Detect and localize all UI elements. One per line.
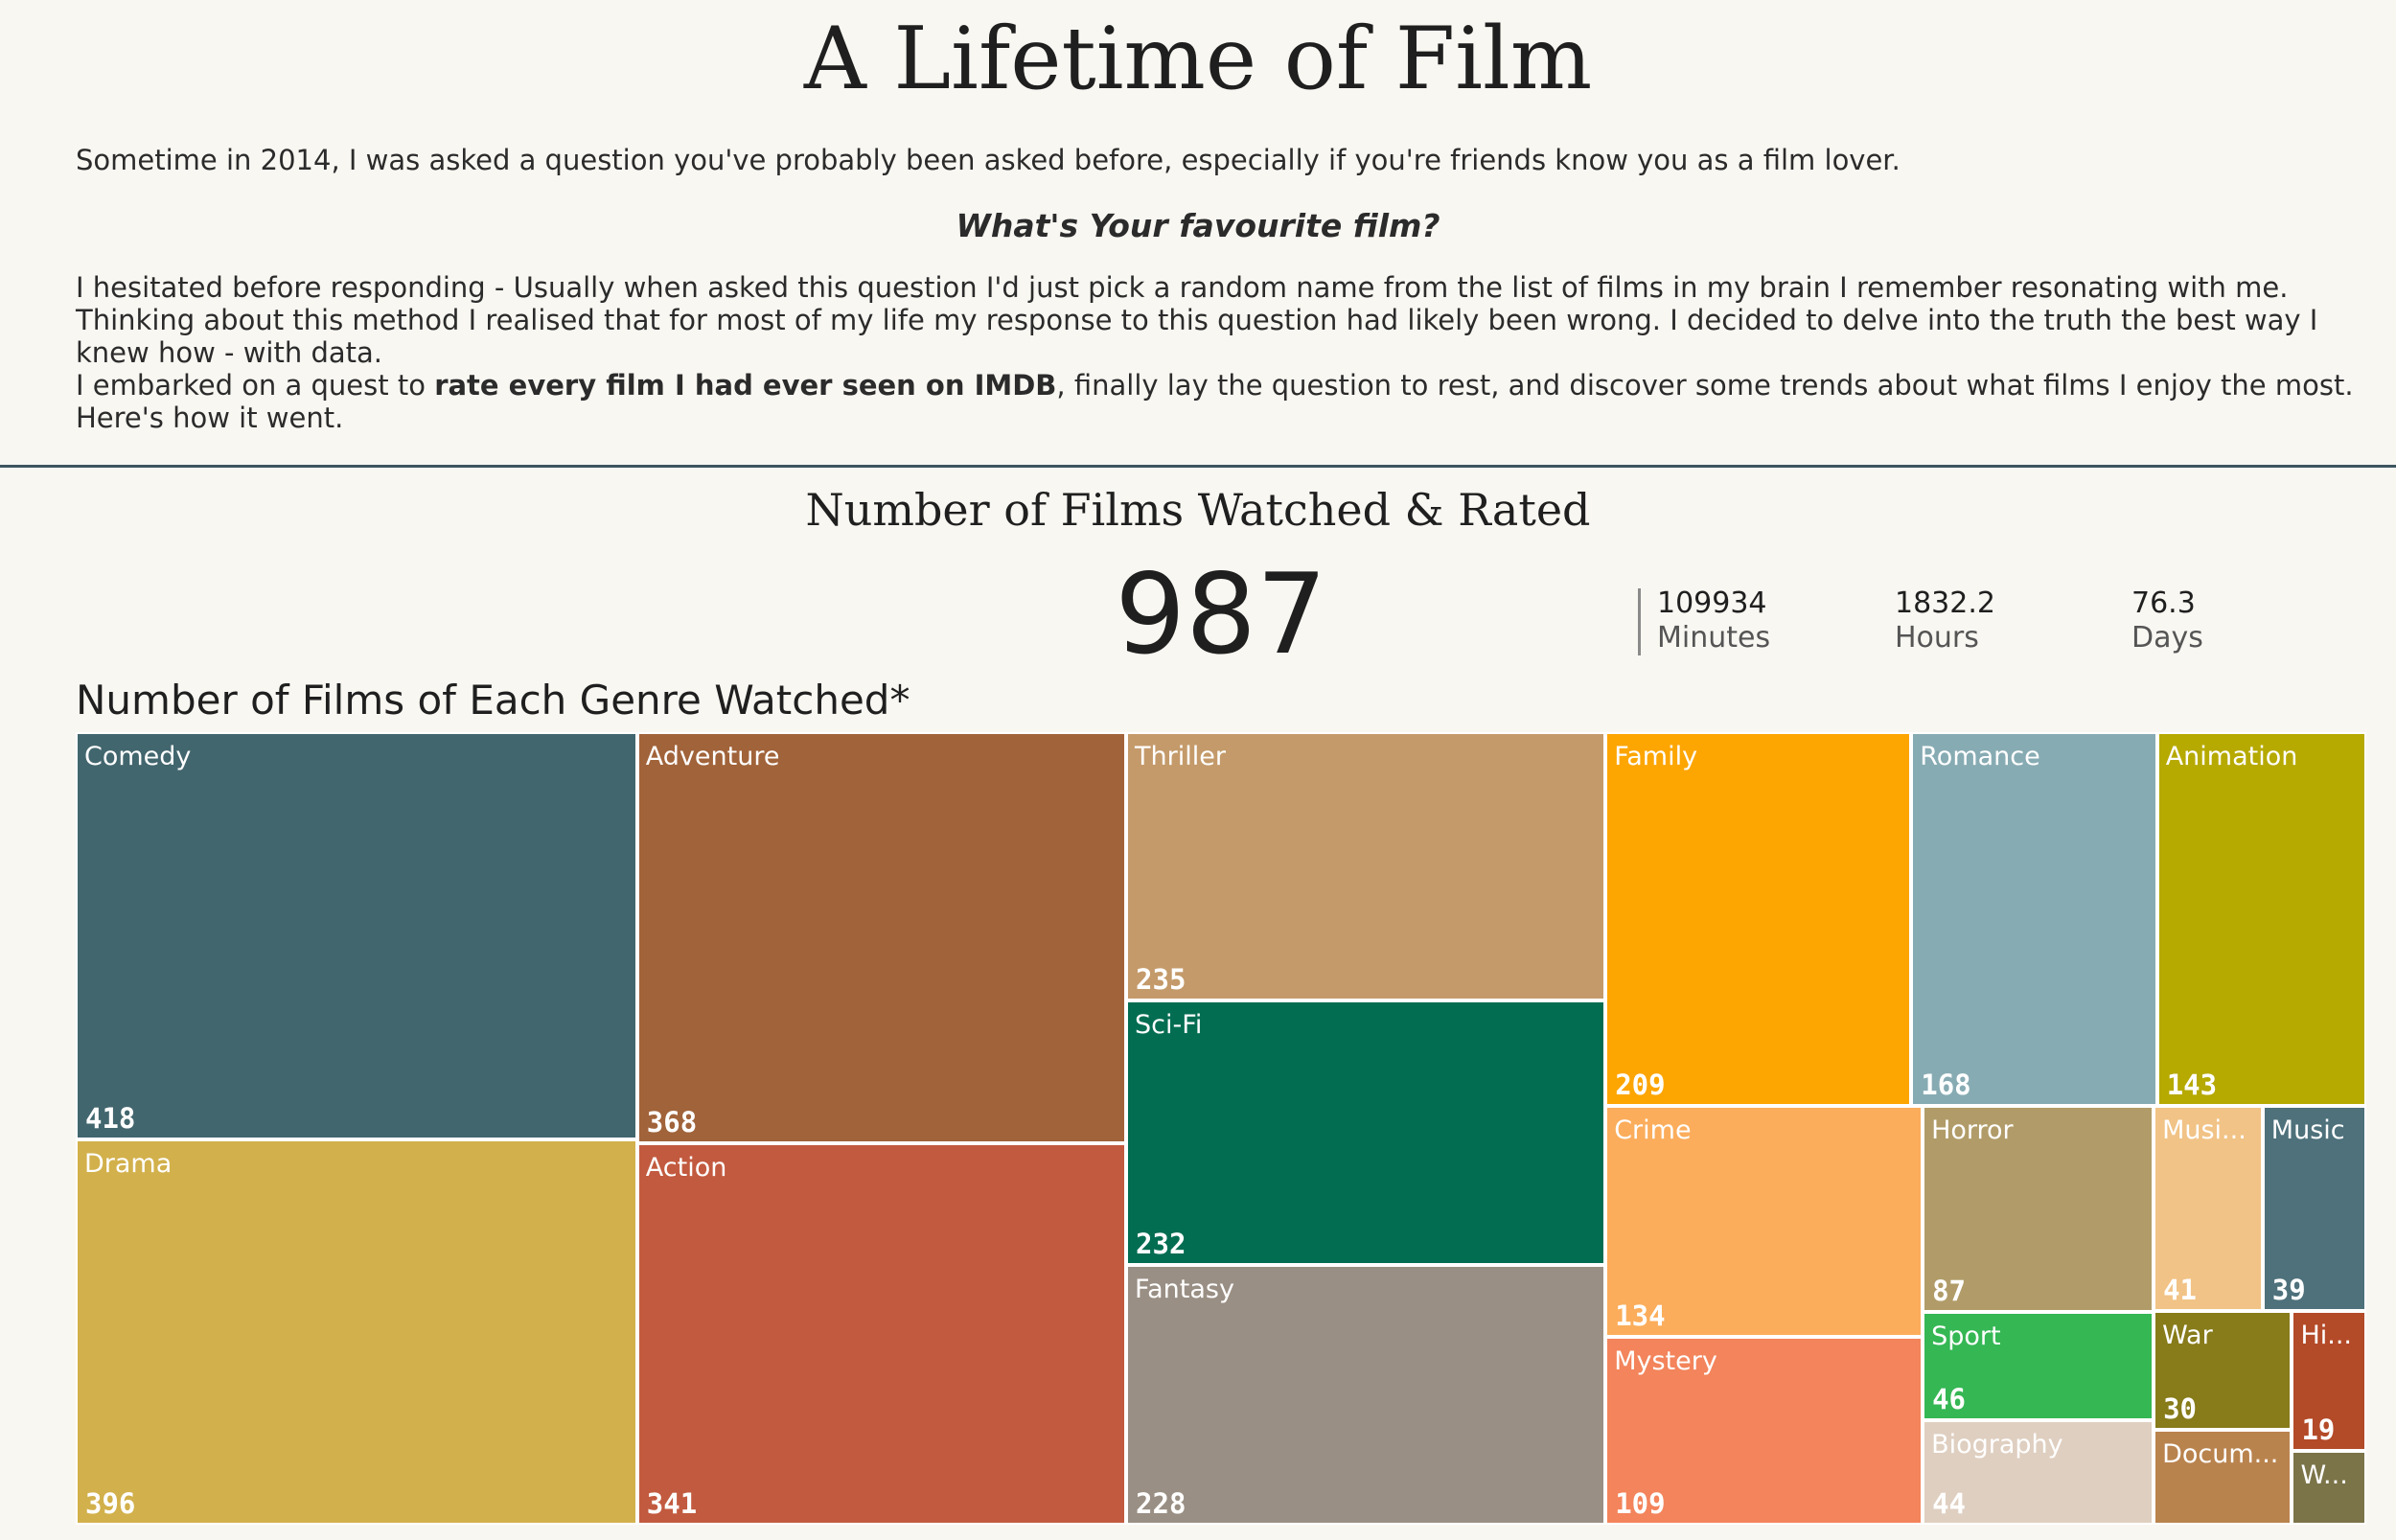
treemap-tile-drama: Drama 396 [76, 1138, 637, 1525]
treemap-label-music: Music [2270, 1115, 2345, 1145]
treemap-value-sci-fi: 232 [1136, 1227, 1186, 1260]
treemap-tile-thriller: Thriller 235 [1126, 732, 1606, 1000]
hours-value: 1832.2 [1895, 586, 1995, 620]
treemap-tile-western: W... [2292, 1451, 2366, 1525]
treemap-value-history: 19 [2301, 1414, 2336, 1447]
intro-story: I hesitated before responding - Usually … [76, 271, 2357, 434]
treemap-value-fantasy: 228 [1136, 1486, 1186, 1520]
treemap-value-drama: 396 [85, 1486, 136, 1520]
treemap-label-history: Hi... [2300, 1321, 2353, 1351]
treemap-value-mystery: 109 [1615, 1486, 1666, 1520]
treemap-value-biography: 44 [1932, 1486, 1966, 1520]
treemap-label-western: W... [2300, 1460, 2348, 1491]
treemap-tile-sport: Sport 46 [1923, 1311, 2154, 1421]
intro-quest-text: I embarked on a quest to [76, 369, 435, 402]
treemap-label-mystery: Mystery [1614, 1345, 1717, 1376]
treemap-tile-romance: Romance 168 [1911, 732, 2157, 1106]
treemap-tile-action: Action 341 [636, 1143, 1127, 1525]
treemap-tile-war: War 30 [2154, 1311, 2292, 1431]
treemap-label-sport: Sport [1931, 1321, 2001, 1351]
treemap-value-musical: 41 [2163, 1274, 2197, 1307]
treemap-value-horror: 87 [1932, 1274, 1966, 1307]
treemap-label-horror: Horror [1931, 1115, 2014, 1145]
days-stat: 76.3 Days [2131, 586, 2203, 655]
treemap-label-family: Family [1614, 742, 1698, 771]
treemap-value-adventure: 368 [646, 1106, 698, 1139]
treemap-tile-history: Hi... 19 [2292, 1311, 2366, 1452]
treemap-tile-musical: Musi... 41 [2154, 1105, 2263, 1312]
treemap-tile-sci-fi: Sci-Fi 232 [1126, 1000, 1606, 1265]
treemap-tile-music: Music 39 [2262, 1105, 2366, 1312]
page-title: A Lifetime of Film [803, 9, 1593, 109]
treemap-value-action: 341 [646, 1486, 698, 1520]
treemap-value-music: 39 [2271, 1274, 2306, 1307]
minutes-value: 109934 [1657, 586, 1767, 620]
treemap-tile-comedy: Comedy 418 [76, 732, 637, 1139]
treemap-value-family: 209 [1615, 1068, 1666, 1101]
treemap-label-thriller: Thriller [1135, 742, 1226, 771]
treemap-label-musical: Musi... [2162, 1115, 2246, 1145]
treemap-label-documentary: Docum... [2162, 1439, 2279, 1470]
hours-stat: 1832.2 Hours [1895, 586, 1995, 655]
films-count: 987 [1115, 550, 1327, 679]
treemap-value-sport: 46 [1932, 1383, 1966, 1416]
favourite-film-question: What's Your favourite film? [956, 207, 1440, 244]
treemap-label-comedy: Comedy [84, 742, 192, 771]
treemap-label-animation: Animation [2165, 742, 2298, 771]
treemap-label-romance: Romance [1920, 742, 2040, 771]
treemap-value-romance: 168 [1921, 1068, 1971, 1101]
treemap-tile-horror: Horror 87 [1923, 1105, 2154, 1312]
intro-quest-text-end: , finally lay the question to rest, and … [1056, 369, 2354, 402]
treemap-tile-fantasy: Fantasy 228 [1126, 1264, 1606, 1525]
intro-story-text: I hesitated before responding - Usually … [76, 271, 2318, 369]
treemap-value-thriller: 235 [1136, 962, 1186, 996]
intro-quest-highlight: rate every film I had ever seen on IMDB [434, 369, 1057, 402]
hours-label: Hours [1895, 621, 1979, 655]
minutes-stat: 109934 Minutes [1657, 586, 1770, 655]
intro-closing-text: Here's how it went. [76, 402, 344, 434]
minutes-label: Minutes [1657, 621, 1771, 655]
films-watched-title: Number of Films Watched & Rated [805, 484, 1591, 536]
days-label: Days [2131, 621, 2203, 655]
genre-treemap: Comedy 418 Drama 396 Adventure 368 Action 341 Th… [76, 732, 2366, 1525]
treemap-tile-mystery: Mystery 109 [1605, 1336, 1924, 1525]
treemap-tile-documentary: Docum... [2154, 1430, 2292, 1525]
intro-paragraph: Sometime in 2014, I was asked a question… [76, 144, 1901, 176]
treemap-label-war: War [2162, 1321, 2213, 1351]
treemap-value-comedy: 418 [85, 1101, 136, 1135]
genre-chart-title: Number of Films of Each Genre Watched* [76, 677, 910, 724]
treemap-value-crime: 134 [1615, 1299, 1666, 1332]
treemap-tile-animation: Animation 143 [2156, 732, 2366, 1106]
days-value: 76.3 [2131, 586, 2196, 620]
treemap-label-drama: Drama [84, 1148, 173, 1179]
treemap-label-action: Action [645, 1153, 727, 1184]
treemap-label-fantasy: Fantasy [1135, 1274, 1234, 1304]
treemap-tile-biography: Biography 44 [1923, 1420, 2154, 1525]
treemap-tile-family: Family 209 [1605, 732, 1912, 1106]
treemap-tile-crime: Crime 134 [1605, 1105, 1924, 1337]
treemap-label-adventure: Adventure [645, 742, 780, 771]
treemap-value-war: 30 [2163, 1392, 2197, 1426]
stats-divider [1638, 588, 1641, 655]
treemap-value-animation: 143 [2166, 1068, 2218, 1101]
treemap-label-sci-fi: Sci-Fi [1135, 1009, 1203, 1040]
treemap-label-crime: Crime [1614, 1115, 1692, 1145]
treemap-label-biography: Biography [1931, 1430, 2063, 1460]
treemap-tile-adventure: Adventure 368 [636, 732, 1127, 1144]
section-divider [0, 465, 2396, 468]
